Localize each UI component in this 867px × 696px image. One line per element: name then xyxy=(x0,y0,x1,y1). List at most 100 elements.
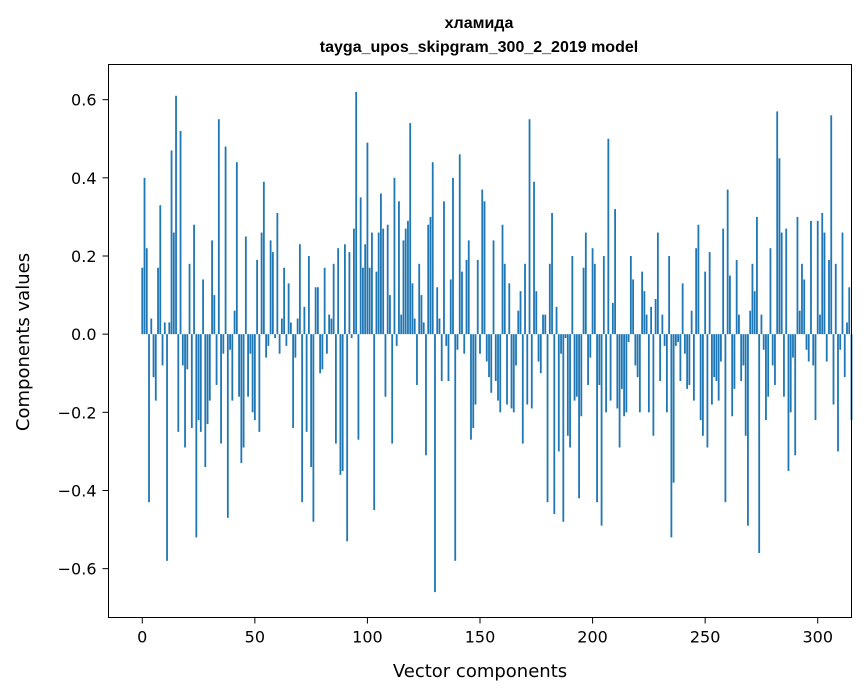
bar-148 xyxy=(474,334,477,405)
bar-174 xyxy=(533,181,535,335)
bar-185 xyxy=(557,334,560,452)
bar-138 xyxy=(452,177,454,335)
bar-179 xyxy=(544,314,547,335)
bar-262 xyxy=(731,334,734,417)
y-tick-label: 0.6 xyxy=(71,91,96,110)
bar-239 xyxy=(679,334,682,382)
bar-300 xyxy=(816,220,819,335)
bar-197 xyxy=(584,232,587,335)
bar-135 xyxy=(445,334,448,346)
bar-112 xyxy=(393,177,396,335)
bar-45 xyxy=(242,334,245,448)
bar-38 xyxy=(226,334,229,518)
bar-137 xyxy=(449,279,452,335)
bar-16 xyxy=(177,334,180,432)
bar-158 xyxy=(497,334,499,401)
bar-145 xyxy=(467,240,470,335)
bar-126 xyxy=(425,334,427,456)
y-tick-label: 0.2 xyxy=(71,247,96,266)
bar-90 xyxy=(344,244,346,335)
bar-58 xyxy=(271,252,274,335)
bar-274 xyxy=(758,334,761,554)
bar-155 xyxy=(490,334,493,393)
bar-134 xyxy=(443,201,445,335)
bar-242 xyxy=(686,334,689,389)
bar-111 xyxy=(391,334,394,444)
bar-313 xyxy=(846,322,848,335)
bar-221 xyxy=(638,334,641,413)
bar-292 xyxy=(798,310,801,335)
bar-24 xyxy=(195,334,198,538)
bar-34 xyxy=(217,119,220,335)
bar-190 xyxy=(569,334,571,448)
bar-121 xyxy=(413,318,416,335)
bar-286 xyxy=(785,228,788,335)
bar-156 xyxy=(492,240,495,335)
bar-312 xyxy=(843,334,846,378)
bar-143 xyxy=(463,334,466,354)
bar-259 xyxy=(724,334,727,503)
bar-78 xyxy=(316,287,319,335)
bar-168 xyxy=(519,291,522,335)
bar-284 xyxy=(780,232,783,335)
bar-65 xyxy=(287,283,290,335)
bar-264 xyxy=(735,259,738,335)
x-tick-label: 0 xyxy=(137,628,147,647)
bar-265 xyxy=(738,314,740,335)
bar-261 xyxy=(729,275,731,335)
bar-50 xyxy=(253,334,256,421)
bar-228 xyxy=(654,298,657,335)
bar-165 xyxy=(512,334,515,413)
bar-57 xyxy=(269,240,272,335)
x-tick-label: 250 xyxy=(690,628,721,647)
bar-68 xyxy=(294,334,297,358)
bar-153 xyxy=(485,334,488,362)
bar-127 xyxy=(427,224,430,335)
bar-152 xyxy=(483,201,486,335)
bar-202 xyxy=(596,334,598,503)
bar-282 xyxy=(776,111,779,335)
bar-3 xyxy=(148,334,150,503)
bar-238 xyxy=(677,334,680,342)
bar-294 xyxy=(803,279,806,335)
bar-176 xyxy=(537,334,540,362)
bar-144 xyxy=(465,259,468,335)
bar-287 xyxy=(787,334,790,471)
bar-110 xyxy=(389,295,391,335)
bar-5 xyxy=(152,334,155,378)
bar-22 xyxy=(190,334,193,428)
bar-212 xyxy=(618,334,621,448)
bar-200 xyxy=(591,248,594,335)
bar-98 xyxy=(362,267,364,335)
bar-252 xyxy=(708,252,711,335)
bar-25 xyxy=(197,334,200,421)
bar-11 xyxy=(166,334,168,561)
bar-181 xyxy=(548,263,551,335)
bar-186 xyxy=(560,334,562,354)
bar-307 xyxy=(832,334,835,405)
bar-269 xyxy=(747,334,749,526)
bar-169 xyxy=(521,334,524,444)
bar-215 xyxy=(625,334,628,413)
bar-147 xyxy=(472,334,475,428)
bar-92 xyxy=(348,252,351,335)
bar-309 xyxy=(837,334,839,452)
bar-201 xyxy=(593,263,596,335)
bar-37 xyxy=(224,146,227,335)
bar-220 xyxy=(636,334,639,378)
bar-2 xyxy=(145,248,148,335)
bar-93 xyxy=(350,334,353,339)
bar-136 xyxy=(447,334,450,382)
bar-60 xyxy=(276,213,279,335)
bar-192 xyxy=(573,334,576,401)
bar-277 xyxy=(765,334,767,421)
bar-219 xyxy=(634,334,637,366)
x-axis-ticks: 0 50 100 150 200 250 300 xyxy=(137,617,833,647)
bar-299 xyxy=(814,334,817,421)
bar-48 xyxy=(249,334,252,354)
bar-178 xyxy=(542,314,544,335)
bar-23 xyxy=(193,224,195,335)
bar-253 xyxy=(711,334,713,405)
bar-142 xyxy=(461,271,463,335)
bar-191 xyxy=(571,256,574,335)
